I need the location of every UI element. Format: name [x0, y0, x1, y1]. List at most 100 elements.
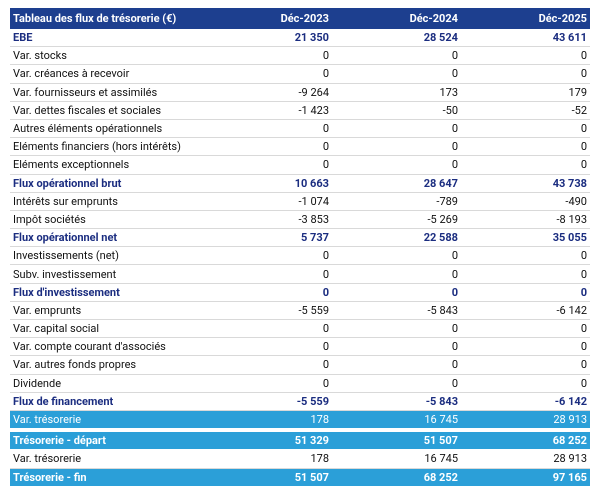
- cell-value: -52: [461, 101, 590, 120]
- table-row: Var. compte courant d'associés 0 0 0: [10, 337, 590, 357]
- row-label: Trésorerie - fin: [10, 468, 202, 487]
- cell-value: 5 737: [202, 228, 332, 248]
- row-label: Investissements (net): [10, 246, 202, 266]
- cell-value: -5 269: [332, 210, 461, 230]
- cell-value: 0: [461, 374, 590, 393]
- table-row: Subv. investissement 0 0 0: [10, 264, 590, 284]
- row-label: Var. emprunts: [10, 301, 202, 321]
- table-body: Tableau des flux de trésorerie (€) Déc-20…: [10, 8, 590, 487]
- cell-value: 0: [202, 46, 332, 66]
- cell-value: 0: [461, 246, 590, 266]
- cell-value: 43 611: [461, 29, 590, 48]
- row-label: Subv. investissement: [10, 264, 202, 284]
- table-row: Eléments financiers (hors intérêts) 0 0 0: [10, 137, 590, 157]
- cell-value: Déc-2025: [461, 8, 590, 29]
- cell-value: -6 142: [461, 392, 590, 411]
- table-row: Intérêts sur emprunts -1 074 -789 -490: [10, 192, 590, 211]
- row-label: Autres éléments opérationnels: [10, 119, 202, 139]
- table-row: Var. trésorerie 178 16 745 28 913: [10, 410, 590, 430]
- table-row: Investissements (net) 0 0 0: [10, 246, 590, 266]
- table-row: Flux opérationnel brut 10 663 28 647 43 738: [10, 174, 590, 193]
- row-label: Var. fournisseurs et assimilés: [10, 83, 202, 102]
- row-label: Eléments financiers (hors intérêts): [10, 137, 202, 157]
- cash-flow-table: Tableau des flux de trésorerie (€) Déc-20…: [10, 8, 590, 487]
- table-row: Var. capital social 0 0 0: [10, 319, 590, 339]
- row-label: EBE: [10, 29, 202, 48]
- cell-value: -5 843: [332, 301, 461, 321]
- cell-value: -5 559: [202, 301, 332, 321]
- row-label: Eléments exceptionnels: [10, 155, 202, 175]
- cell-value: 0: [332, 119, 461, 139]
- row-label: Flux de financement: [10, 392, 202, 411]
- cell-value: 0: [332, 319, 461, 339]
- cell-value: 0: [202, 137, 332, 157]
- row-label: Var. dettes fiscales et sociales: [10, 101, 202, 120]
- cell-value: 43 738: [461, 174, 590, 193]
- cell-value: -50: [332, 101, 461, 120]
- cell-value: -1 074: [202, 192, 332, 211]
- cell-value: 51 507: [202, 468, 332, 487]
- cell-value: 0: [202, 374, 332, 393]
- cell-value: Déc-2023: [202, 8, 332, 29]
- cell-value: 0: [202, 155, 332, 175]
- table-row: Trésorerie - départ 51 329 51 507 68 252: [10, 432, 590, 451]
- cell-value: 68 252: [461, 432, 590, 451]
- cell-value: 0: [461, 319, 590, 339]
- cell-value: 0: [461, 355, 590, 375]
- table-row: Flux de financement -5 559 -5 843 -6 142: [10, 392, 590, 411]
- cell-value: 0: [461, 64, 590, 84]
- cell-value: 28 524: [332, 29, 461, 48]
- cell-value: -5 559: [202, 392, 332, 411]
- cell-value: 0: [332, 64, 461, 84]
- cell-value: 0: [332, 283, 461, 302]
- cell-value: 0: [461, 119, 590, 139]
- table-row: Flux opérationnel net 5 737 22 588 35 055: [10, 228, 590, 248]
- cell-value: 68 252: [332, 468, 461, 487]
- cell-value: 0: [202, 355, 332, 375]
- cell-value: 0: [461, 137, 590, 157]
- cell-value: -1 423: [202, 101, 332, 120]
- cell-value: 0: [332, 355, 461, 375]
- cell-value: Déc-2024: [332, 8, 461, 29]
- cell-value: 0: [461, 264, 590, 284]
- row-label: Var. trésorerie: [10, 410, 202, 430]
- table-row: Var. autres fonds propres 0 0 0: [10, 355, 590, 375]
- cell-value: 0: [202, 283, 332, 302]
- row-label: Flux opérationnel brut: [10, 174, 202, 193]
- table-row: Dividende 0 0 0: [10, 374, 590, 393]
- cell-value: 179: [461, 83, 590, 102]
- cell-value: 16 745: [332, 449, 461, 469]
- cell-value: 97 165: [461, 468, 590, 487]
- cell-value: 0: [332, 374, 461, 393]
- cell-value: 0: [332, 246, 461, 266]
- cell-value: -3 853: [202, 210, 332, 230]
- cell-value: 28 913: [461, 410, 590, 430]
- cell-value: 51 507: [332, 432, 461, 451]
- header-row: Tableau des flux de trésorerie (€) Déc-20…: [10, 8, 590, 29]
- table-row: Autres éléments opérationnels 0 0 0: [10, 119, 590, 139]
- table-row: Trésorerie - fin 51 507 68 252 97 165: [10, 468, 590, 487]
- table-row: Var. créances à recevoir 0 0 0: [10, 64, 590, 84]
- cell-value: 0: [332, 137, 461, 157]
- cell-value: -6 142: [461, 301, 590, 321]
- cell-value: 0: [202, 337, 332, 357]
- table-row: Impôt sociétés -3 853 -5 269 -8 193: [10, 210, 590, 230]
- cell-value: 0: [332, 337, 461, 357]
- cell-value: 28 647: [332, 174, 461, 193]
- cell-value: 0: [332, 46, 461, 66]
- cell-value: -490: [461, 192, 590, 211]
- cell-value: 0: [461, 46, 590, 66]
- cell-value: 0: [332, 155, 461, 175]
- table-row: Eléments exceptionnels 0 0 0: [10, 155, 590, 175]
- table-row: Flux d'investissement 0 0 0: [10, 283, 590, 302]
- cell-value: 10 663: [202, 174, 332, 193]
- cell-value: 0: [461, 337, 590, 357]
- cell-value: 0: [461, 155, 590, 175]
- cell-value: -9 264: [202, 83, 332, 102]
- cell-value: -789: [332, 192, 461, 211]
- cell-value: 51 329: [202, 432, 332, 451]
- cell-value: -5 843: [332, 392, 461, 411]
- row-label: Trésorerie - départ: [10, 432, 202, 451]
- cell-value: 0: [202, 319, 332, 339]
- table-row: Var. fournisseurs et assimilés -9 264 173 1…: [10, 83, 590, 102]
